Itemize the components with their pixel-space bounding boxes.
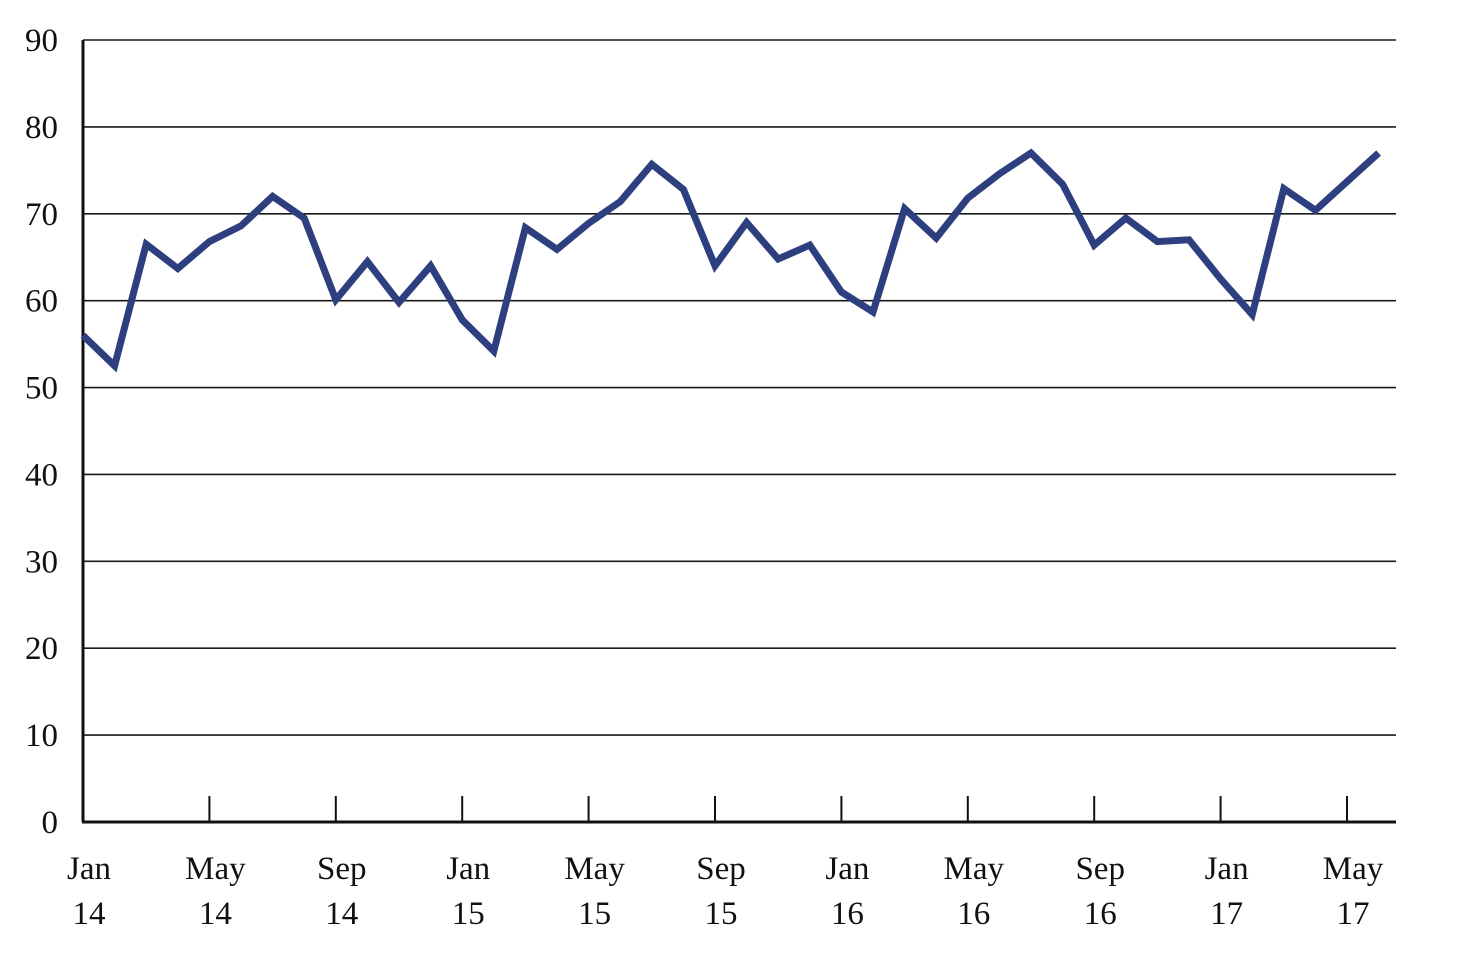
x-tick-label-month: May [564, 851, 625, 887]
x-tick-label-year: 14 [199, 896, 232, 932]
y-tick-label: 80 [25, 110, 58, 146]
gridlines [83, 40, 1396, 735]
x-tick-label-month: Jan [67, 851, 111, 887]
y-tick-label: 20 [25, 631, 58, 667]
x-tick-label-month: Sep [1075, 851, 1125, 887]
x-tick-label-year: 17 [1337, 896, 1370, 932]
y-tick-label: 0 [42, 805, 59, 841]
x-tick-label-month: Jan [1205, 851, 1249, 887]
x-tick-label-year: 15 [705, 896, 738, 932]
x-tick-label-year: 16 [1084, 896, 1117, 932]
x-tick-label-month: Sep [696, 851, 746, 887]
y-tick-label: 90 [25, 23, 58, 59]
x-tick-label-month: Sep [317, 851, 367, 887]
y-tick-label: 70 [25, 197, 58, 233]
y-tick-label: 10 [25, 718, 58, 754]
axes [82, 40, 1396, 822]
x-tick-label-month: May [185, 851, 246, 887]
x-tick-label-year: 15 [452, 896, 485, 932]
y-tick-label: 40 [25, 457, 58, 493]
x-tick-label-year: 16 [957, 896, 990, 932]
x-tick-label-month: May [944, 851, 1005, 887]
series-layer [83, 153, 1379, 366]
y-tick-label: 30 [25, 544, 58, 580]
x-axis-ticks: Jan 14 May 14 Sep 14 Jan 15 May 15 Sep 15 Jan 16 May 16… [67, 796, 1384, 932]
x-tick-label-year: 14 [325, 896, 358, 932]
x-tick-label-year: 15 [578, 896, 611, 932]
x-tick-label-month: Jan [825, 851, 869, 887]
y-tick-label: 60 [25, 284, 58, 320]
y-tick-label: 50 [25, 371, 58, 407]
x-tick-label-year: 14 [73, 896, 106, 932]
x-tick-label-month: Jan [446, 851, 490, 887]
x-tick-label-month: May [1323, 851, 1384, 887]
series-line [83, 153, 1379, 366]
x-tick-label-year: 17 [1210, 896, 1243, 932]
x-tick-label-year: 16 [831, 896, 864, 932]
y-axis-tick-labels: 0 10 20 30 40 50 60 70 80 90 [25, 23, 58, 841]
